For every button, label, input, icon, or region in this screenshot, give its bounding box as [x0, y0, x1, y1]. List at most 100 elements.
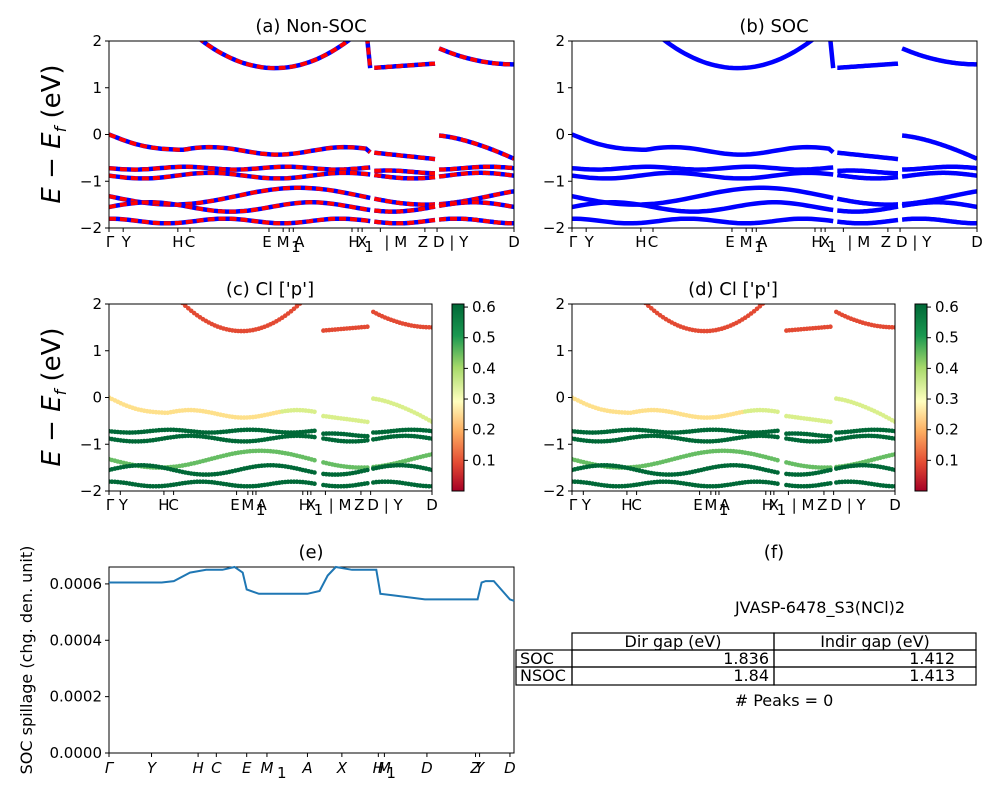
x-tick-label: A: [294, 233, 305, 251]
band-line: [836, 172, 899, 181]
plot-frame: [108, 566, 515, 754]
y-tick-label: −2: [80, 482, 102, 500]
x-tick-label: H: [158, 496, 169, 514]
x-tick-label: H: [762, 496, 773, 514]
panel-f-title: (f): [764, 542, 784, 563]
projected-dot: [312, 457, 317, 463]
colorbar-tick-label: 0.6: [935, 298, 959, 316]
x-tick-label: M: [260, 759, 273, 777]
y-tick-label: 0: [555, 389, 565, 407]
x-tick-label: Y: [581, 496, 592, 514]
panel-e-ylabel: SOC spillage (chg. den. unit): [17, 546, 36, 775]
x-tick-label: D: [504, 759, 516, 777]
y-tick-label: 0.0006: [50, 575, 103, 593]
x-tick-sub: 1: [827, 238, 837, 256]
band-line-dashed: [373, 173, 436, 181]
table-row-soc-label: SOC: [520, 649, 554, 668]
band-line-dashed: [374, 61, 436, 70]
x-tick-label: Γ: [106, 496, 115, 514]
x-tick-label: D: [426, 496, 438, 514]
colorbar-tick-label: 0.5: [472, 329, 496, 347]
band-line-dashed: [199, 41, 373, 71]
x-tick-label: D | Y: [830, 496, 866, 514]
projected-dot: [775, 409, 780, 415]
y-tick-label: 1: [555, 79, 565, 97]
x-tick-label: X: [769, 496, 779, 514]
plot-frame: [108, 303, 433, 492]
band-line-dashed: [374, 168, 435, 176]
x-tick-label: Γ: [105, 759, 115, 777]
x-tick-label: H: [192, 759, 203, 777]
projected-dot: [429, 419, 432, 425]
band-line-dashed: [438, 133, 514, 161]
colorbar-tick-label: 0.1: [935, 451, 959, 469]
x-tick-label: C: [631, 496, 641, 514]
band-line: [901, 200, 977, 210]
spillage-line: [109, 565, 515, 602]
projected-dot: [312, 434, 317, 440]
y-tick-label: −2: [80, 219, 102, 237]
projected-dot: [312, 428, 317, 434]
x-tick-label: Y: [584, 233, 595, 251]
y-tick-label: 0.0000: [50, 744, 103, 762]
y-tick-label: −1: [80, 172, 102, 190]
band-line: [837, 61, 899, 71]
projected-dot: [828, 467, 833, 473]
projected-dot: [429, 428, 432, 434]
projected-dot: [312, 481, 317, 487]
projected-dot: [365, 438, 370, 443]
band-lines: [572, 41, 977, 226]
band-line: [572, 132, 835, 157]
x-tick-label: E: [242, 759, 252, 777]
x-tick-label: A: [719, 496, 730, 514]
projected-dot: [312, 470, 317, 475]
x-tick-label: M: [277, 233, 290, 251]
band-line: [572, 216, 834, 226]
projected-dot: [892, 436, 895, 441]
projected-dot: [365, 467, 370, 473]
projected-dot: [177, 298, 182, 303]
x-tick-sub: 1: [719, 501, 729, 519]
band-line: [661, 41, 836, 71]
projected-dot: [429, 452, 432, 457]
table-row-soc-indir: 1.412: [909, 649, 955, 668]
band-line: [837, 217, 899, 226]
x-tick-label: M: [241, 496, 254, 514]
band-line: [109, 200, 371, 214]
x-tick-label: H: [299, 496, 310, 514]
projected-dot: [365, 433, 370, 439]
x-tick-label: Y: [121, 233, 132, 251]
band-line: [572, 164, 834, 172]
table-row-nsoc-label: NSOC: [520, 666, 566, 685]
x-tick-sub: 1: [291, 238, 301, 256]
x-tick-label: Y: [147, 759, 158, 777]
projected-dot: [429, 467, 432, 473]
colorbar-tick-label: 0.3: [472, 390, 496, 408]
peaks-count: # Peaks = 0: [735, 691, 834, 710]
band-line: [837, 204, 899, 214]
x-tick-label: M: [378, 759, 391, 777]
band-line: [901, 164, 977, 172]
band-line: [901, 133, 977, 161]
x-tick-sub: 1: [256, 501, 266, 519]
colorbar-tick-label: 0.4: [472, 359, 496, 377]
x-tick-label: H: [373, 759, 384, 777]
x-tick-label: D | Y: [367, 496, 403, 514]
y-tick-label: 0: [92, 389, 102, 407]
x-tick-label: E: [230, 496, 239, 514]
colorbar-tick-label: 0.2: [472, 421, 496, 439]
projected-dots: [109, 298, 432, 489]
band-line: [901, 46, 977, 67]
x-tick-label: | M: [329, 496, 352, 514]
y-tick-label: 0: [555, 126, 565, 144]
projected-dot: [892, 428, 895, 434]
x-tick-label: Y: [118, 496, 129, 514]
plot-frame: [108, 40, 515, 229]
projected-dot: [828, 433, 833, 439]
y-tick-label: 1: [555, 342, 565, 360]
x-tick-label: C: [185, 233, 195, 251]
band-line: [374, 61, 436, 71]
x-tick-sub: 1: [364, 238, 374, 256]
x-tick-label: E: [693, 496, 702, 514]
